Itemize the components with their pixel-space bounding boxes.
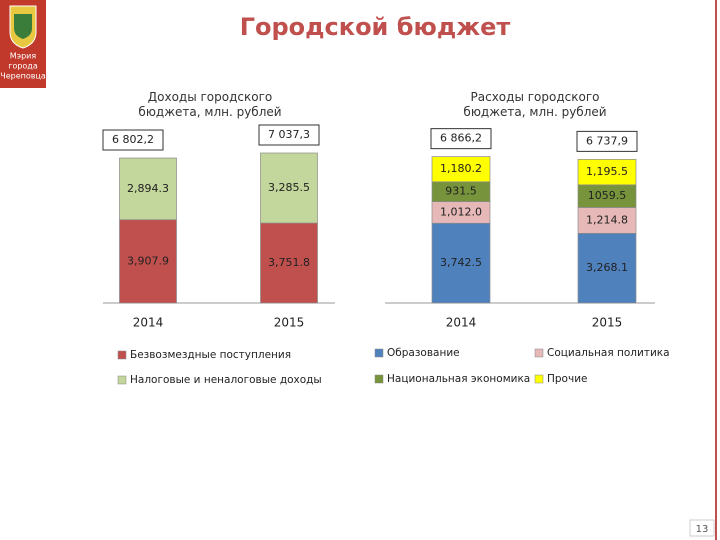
- data-label: 3,268.1: [586, 261, 628, 274]
- chart-title: Расходы городского бюджета, млн. рублей: [463, 90, 607, 119]
- legend-label: Национальная экономика: [387, 373, 530, 385]
- logo-text: города: [8, 62, 38, 71]
- total-box: [430, 128, 492, 150]
- legend-label: Безвозмездные поступления: [130, 349, 291, 361]
- coat-of-arms-inner: [14, 14, 32, 39]
- data-label: 1059.5: [588, 189, 627, 202]
- total-box: [102, 129, 164, 151]
- chart-title: Доходы городского бюджета, млн. рублей: [138, 90, 282, 119]
- logo-text: Череповца: [0, 72, 46, 81]
- legend-swatch: [534, 374, 544, 384]
- data-label: 931.5: [445, 185, 477, 198]
- data-label: 1,214.8: [586, 213, 628, 226]
- legend-label: Социальная политика: [547, 347, 670, 359]
- bar-segment: [431, 156, 491, 183]
- x-tick-label: 2015: [274, 316, 305, 330]
- bar-segment: [119, 219, 177, 304]
- data-label: 1,012.0: [440, 205, 482, 218]
- data-label: 3,907.9: [127, 254, 169, 267]
- x-tick-label: 2014: [133, 316, 164, 330]
- x-tick-label: 2014: [446, 316, 477, 330]
- data-label: 3,285.5: [268, 181, 310, 194]
- legend-label: Образование: [387, 347, 460, 359]
- data-label: 2,894.3: [127, 182, 169, 195]
- page-number-box: [689, 519, 715, 537]
- data-label: 1,180.2: [440, 162, 482, 175]
- bar-segment: [119, 157, 177, 221]
- total-label: 6 802,2: [112, 133, 154, 146]
- legend-swatch: [117, 350, 127, 360]
- total-box: [576, 130, 638, 152]
- bar-segment: [577, 232, 637, 304]
- bar-segment: [260, 152, 318, 224]
- bar-segment: [577, 207, 637, 234]
- x-tick-label: 2015: [592, 316, 623, 330]
- data-label: 1,195.5: [586, 165, 628, 178]
- total-label: 7 037,3: [268, 128, 310, 141]
- total-label: 6 866,2: [440, 132, 482, 145]
- legend-label: Налоговые и неналоговые доходы: [130, 374, 322, 386]
- legend-swatch: [117, 375, 127, 385]
- total-box: [258, 124, 320, 146]
- legend-swatch: [374, 374, 384, 384]
- bar-segment: [577, 159, 637, 186]
- slide-title: Городской бюджет: [240, 13, 511, 41]
- legend-swatch: [374, 348, 384, 358]
- legend-label: Прочие: [547, 373, 587, 385]
- data-label: 3,742.5: [440, 256, 482, 269]
- total-label: 6 737,9: [586, 134, 628, 147]
- logo-text: Мэрия: [10, 52, 37, 61]
- data-label: 3,751.8: [268, 256, 310, 269]
- page-number: 13: [696, 524, 709, 535]
- legend-swatch: [534, 348, 544, 358]
